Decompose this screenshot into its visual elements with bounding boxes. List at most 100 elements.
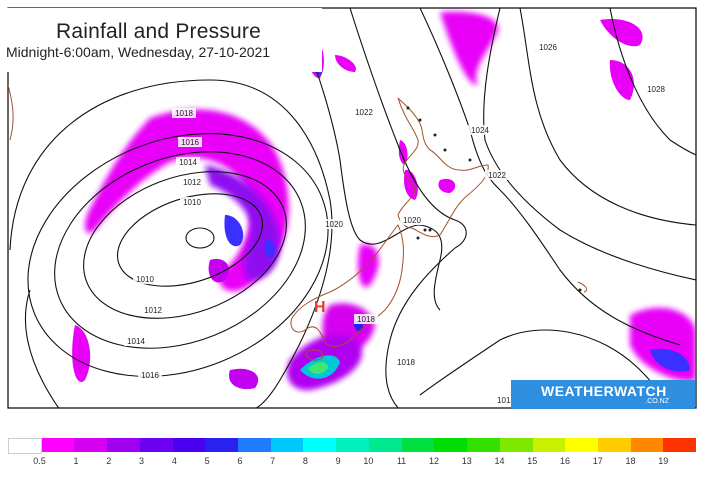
legend-swatch <box>467 438 500 452</box>
isobar-label: 1022 <box>488 171 506 180</box>
title-box <box>0 8 322 72</box>
chatham-islands <box>577 281 588 293</box>
legend-tick-label: 17 <box>592 456 603 466</box>
isobar-label-bg <box>133 274 157 284</box>
legend-tick-label: 5 <box>204 456 210 466</box>
legend-swatch <box>565 438 598 452</box>
isobar-label: 1018 <box>497 396 515 405</box>
legend-tick-label: 6 <box>237 456 243 466</box>
isobar-1020 <box>294 8 443 311</box>
isobar-label: 1016 <box>141 371 159 380</box>
legend-swatch <box>630 438 664 452</box>
isobar-1022 <box>349 8 467 249</box>
legend-swatch <box>434 438 468 452</box>
legend-tick-label: 12 <box>428 456 439 466</box>
rain-patch-mid <box>335 55 356 72</box>
isobar-label-bg <box>178 137 202 147</box>
isobar-1018-south <box>385 247 456 408</box>
isobar-label: 1018 <box>175 109 193 118</box>
isobar-label: 1022 <box>355 108 373 117</box>
legend-swatch <box>8 438 42 454</box>
isobar-1018-west <box>24 289 60 408</box>
isobar-label-bg <box>485 170 509 180</box>
legend-tick-label: 19 <box>658 456 669 466</box>
isobar-label: 1018 <box>357 315 375 324</box>
north-island <box>397 97 489 238</box>
legend-swatch <box>139 438 173 452</box>
legend-tick-label: 13 <box>461 456 472 466</box>
isobar-label: 1024 <box>471 126 489 135</box>
isobar-1018 <box>9 79 333 408</box>
legend-tick-label: 0.5 <box>33 456 46 466</box>
legend-tick-label: 14 <box>494 456 505 466</box>
isobar-1012 <box>83 171 287 319</box>
legend-tick-label: 8 <box>302 456 308 466</box>
rain-core-low <box>205 165 280 280</box>
legend-tick-label: 9 <box>335 456 341 466</box>
rain-very-heavy <box>308 362 328 374</box>
isobar-label-bg <box>494 395 518 405</box>
isobar-label-bg <box>354 314 378 324</box>
australia-coast <box>8 84 14 141</box>
south-island <box>290 224 404 347</box>
isobar-1010 <box>116 193 264 287</box>
isobar-label-bg <box>400 215 424 225</box>
isobar-labels: 1010 1012 1014 1016 1018 1016 1014 1012 1010 1018… <box>124 42 668 405</box>
isobar-label-bg <box>138 370 162 380</box>
new-zealand-coast <box>8 84 588 361</box>
isobar-label: 1020 <box>325 220 343 229</box>
isobar-label-bg <box>536 42 560 52</box>
legend-tick-label <box>668 456 701 472</box>
isobar-label-bg <box>172 108 196 118</box>
legend-tick-label: 1 <box>73 456 79 466</box>
legend-tick-label: 16 <box>560 456 571 466</box>
rain-heavy-cell-2 <box>264 239 275 259</box>
legend-tick-label: 7 <box>270 456 276 466</box>
rain-patch-central-2 <box>438 178 456 193</box>
legend-swatch <box>368 438 402 452</box>
legend-swatch <box>41 438 75 452</box>
isobar-label: 1020 <box>403 216 421 225</box>
legend-tick-label: 2 <box>106 456 112 466</box>
isobar-label-bg <box>176 157 200 167</box>
legend-tick-label: 15 <box>527 456 538 466</box>
isobar-1026 <box>519 8 696 226</box>
map-title: Rainfall and Pressure <box>56 20 261 43</box>
legend-swatch <box>401 438 435 452</box>
legend-swatch <box>499 438 533 452</box>
isobar-label-bg <box>141 305 165 315</box>
isobar-label: 1012 <box>144 306 162 315</box>
isobar-1016 <box>27 133 329 377</box>
rain-heavy-cell <box>224 215 244 247</box>
brand-name: WEATHERWATCH <box>541 383 667 399</box>
isobar-label-bg <box>180 197 204 207</box>
isobar-1024 <box>483 8 696 281</box>
isobar-label-bg <box>468 125 492 135</box>
isobar-1028 <box>609 8 696 156</box>
isobar-label: 1018 <box>397 358 415 367</box>
legend-swatch <box>74 438 108 452</box>
legend-swatch <box>270 438 304 452</box>
isobar-1022-east <box>419 8 681 346</box>
legend-tick-label: 3 <box>139 456 145 466</box>
high-pressure-marker: H <box>314 299 326 316</box>
legend-swatch <box>238 438 271 452</box>
rain-band-ne <box>440 11 499 86</box>
weatherwatch-logo[interactable]: WEATHERWATCH .CO.NZ <box>511 380 695 409</box>
map-subtitle: Midnight-6:00am, Wednesday, 27-10-2021 <box>6 44 271 60</box>
legend-tick-label: 10 <box>363 456 374 466</box>
rain-cell-se <box>650 348 690 372</box>
rainfall-legend <box>8 438 697 454</box>
isobars <box>9 8 696 408</box>
isobar-label-bg <box>124 336 148 346</box>
isobar-label-bg <box>394 357 418 367</box>
legend-tick-label: 18 <box>625 456 636 466</box>
isobar-label: 1014 <box>179 158 197 167</box>
legend-tick-label: 11 <box>396 456 407 466</box>
rain-band-ni <box>358 244 379 288</box>
brand-domain: .CO.NZ <box>645 398 669 405</box>
isobar-label: 1010 <box>183 198 201 207</box>
legend-swatch <box>303 438 337 452</box>
isobar-center <box>185 227 215 249</box>
stewart-island <box>305 349 324 361</box>
